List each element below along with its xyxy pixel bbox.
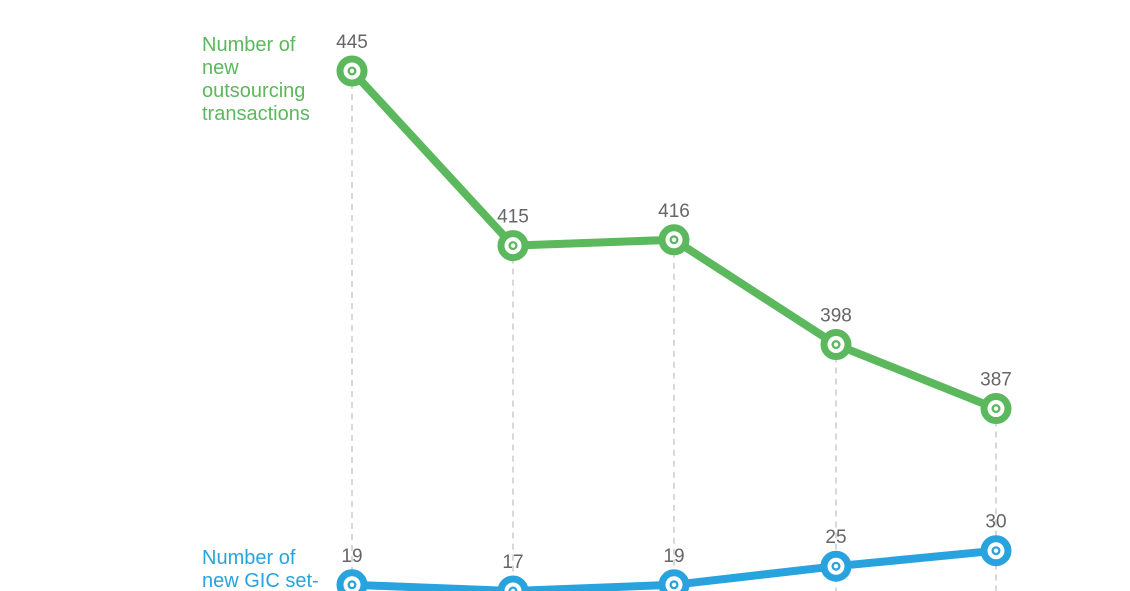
data-label-gic-1: 19 — [341, 546, 362, 567]
series-label-outsourcing-transactions: Number of new outsourcing transactions — [202, 34, 310, 125]
data-point-dot-gic-1 — [349, 582, 355, 587]
data-point-center-gic-2 — [508, 586, 518, 591]
data-label-gic-4: 25 — [825, 527, 846, 548]
data-label-outsourcing-3: 416 — [658, 201, 690, 222]
data-point-dot-outsourcing-1 — [349, 68, 355, 74]
data-point-dot-gic-5 — [993, 548, 999, 553]
series-label-gic-setups: Number of new GIC set- — [202, 547, 319, 591]
data-point-dot-outsourcing-3 — [671, 237, 677, 242]
data-label-gic-2: 17 — [502, 552, 523, 573]
data-point-dot-gic-2 — [510, 588, 516, 591]
data-label-outsourcing-2: 415 — [497, 207, 529, 228]
data-point-dot-gic-4 — [833, 564, 839, 569]
data-point-dot-gic-3 — [671, 582, 677, 587]
data-point-dot-outsourcing-5 — [993, 406, 999, 411]
data-label-gic-3: 19 — [663, 546, 684, 567]
data-label-gic-5: 30 — [985, 512, 1006, 533]
data-point-dot-outsourcing-4 — [833, 342, 839, 347]
data-label-outsourcing-1: 445 — [336, 32, 368, 53]
data-point-gic-2 — [497, 575, 529, 591]
data-point-dot-outsourcing-2 — [510, 243, 516, 248]
data-label-outsourcing-5: 387 — [980, 370, 1012, 391]
data-label-outsourcing-4: 398 — [820, 306, 852, 327]
